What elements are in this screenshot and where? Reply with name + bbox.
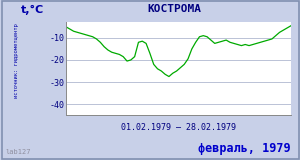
Text: февраль, 1979: февраль, 1979 <box>198 142 291 155</box>
Text: КОСТРОМА: КОСТРОМА <box>147 4 201 14</box>
Text: lab127: lab127 <box>6 149 31 155</box>
Text: 01.02.1979 – 28.02.1979: 01.02.1979 – 28.02.1979 <box>121 123 236 132</box>
Text: t,°C: t,°C <box>21 5 44 15</box>
Text: источник: гидрометцентр: источник: гидрометцентр <box>14 23 19 98</box>
